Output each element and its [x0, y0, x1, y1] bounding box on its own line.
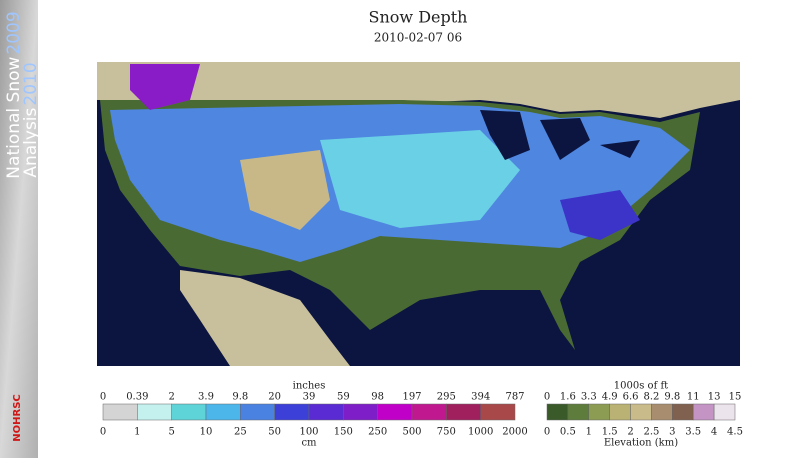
- sidebar-title: National Snow2009: [4, 11, 24, 178]
- sidebar-year: 2009: [4, 11, 24, 54]
- top-label: 394: [471, 392, 490, 403]
- color-bin: [137, 403, 172, 421]
- top-label: 0: [544, 392, 550, 403]
- color-bin: [343, 403, 378, 421]
- top-label: 3.9: [198, 392, 214, 403]
- snow-light: [320, 130, 520, 228]
- bottom-label: 2: [627, 427, 633, 438]
- sidebar-bg: [0, 0, 38, 458]
- sidebar: National Snow2009 Analysis2010 NOHRSC: [0, 0, 41, 458]
- bottom-label: 1000: [468, 427, 493, 438]
- top-label: 8.2: [643, 392, 659, 403]
- bottom-label: 50: [268, 427, 281, 438]
- bottom-label: 4: [711, 427, 717, 438]
- high-terrain: [240, 150, 330, 230]
- color-bin: [205, 403, 241, 421]
- color-bin: [411, 403, 447, 421]
- top-label: 15: [729, 392, 742, 403]
- bottom-label: 1.5: [602, 427, 618, 438]
- bottom-label: 5: [168, 427, 174, 438]
- bottom-label: 2.5: [643, 427, 659, 438]
- bottom-label: 500: [402, 427, 421, 438]
- bottom-label: 4.5: [727, 427, 743, 438]
- bottom-label: 750: [437, 427, 456, 438]
- map: [97, 62, 740, 366]
- color-bin: [102, 403, 138, 421]
- top-label: 197: [402, 392, 421, 403]
- top-label: 6.6: [623, 392, 639, 403]
- color-bin: [480, 403, 516, 421]
- unit-label: cm: [301, 438, 317, 449]
- top-label: 4.9: [602, 392, 618, 403]
- bottom-label: 25: [234, 427, 247, 438]
- bottom-label: 1: [134, 427, 140, 438]
- color-bin: [630, 403, 652, 421]
- top-label: 787: [505, 392, 524, 403]
- color-bin: [546, 403, 569, 421]
- color-bin: [377, 403, 413, 421]
- logo: NOHRSC: [12, 394, 23, 441]
- unit-label: Elevation (km): [604, 438, 678, 449]
- bottom-label: 3: [669, 427, 675, 438]
- color-bin: [308, 403, 344, 421]
- bottom-label: 0: [544, 427, 550, 438]
- mexico: [180, 270, 350, 366]
- bottom-label: 3.5: [685, 427, 701, 438]
- color-bin: [651, 403, 673, 421]
- color-bin: [692, 403, 715, 421]
- color-bin: [609, 403, 631, 421]
- color-bin: [672, 403, 694, 421]
- top-label: 1.6: [560, 392, 576, 403]
- color-bin: [274, 403, 310, 421]
- color-bin: [446, 403, 481, 421]
- sidebar-line: National Snow: [4, 56, 24, 178]
- top-label: 295: [437, 392, 456, 403]
- color-bin: [240, 403, 275, 421]
- bottom-label: 10: [200, 427, 213, 438]
- great-lakes: [480, 110, 640, 160]
- sidebar-line: Analysis: [21, 107, 41, 177]
- top-label: 9.8: [232, 392, 248, 403]
- snow-deep: [560, 190, 640, 240]
- unit-label: inches: [293, 381, 326, 392]
- top-label: 3.3: [581, 392, 597, 403]
- unit-label: 1000s of ft: [614, 381, 668, 392]
- top-label: 0.39: [126, 392, 148, 403]
- color-bin: [567, 403, 590, 421]
- bottom-label: 100: [299, 427, 318, 438]
- snow-deep: [130, 64, 200, 110]
- top-label: 13: [708, 392, 721, 403]
- bottom-label: 1: [586, 427, 592, 438]
- color-bin: [171, 403, 207, 421]
- color-bin: [588, 403, 610, 421]
- top-label: 11: [687, 392, 700, 403]
- bottom-label: 0: [100, 427, 106, 438]
- bottom-label: 150: [334, 427, 353, 438]
- top-label: 59: [337, 392, 350, 403]
- sidebar-year: 2010: [21, 62, 41, 105]
- canada: [97, 62, 740, 118]
- bottom-label: 250: [368, 427, 387, 438]
- sidebar-title: Analysis2010: [21, 62, 41, 177]
- bottom-label: 0.5: [560, 427, 576, 438]
- top-label: 9.8: [664, 392, 680, 403]
- color-bin: [713, 403, 736, 421]
- date: 2010-02-07 06: [374, 31, 462, 45]
- top-label: 20: [268, 392, 281, 403]
- top-label: 39: [303, 392, 316, 403]
- top-label: 2: [168, 392, 174, 403]
- top-label: 98: [371, 392, 384, 403]
- top-label: 0: [100, 392, 106, 403]
- bottom-label: 2000: [502, 427, 527, 438]
- title: Snow Depth: [369, 8, 468, 27]
